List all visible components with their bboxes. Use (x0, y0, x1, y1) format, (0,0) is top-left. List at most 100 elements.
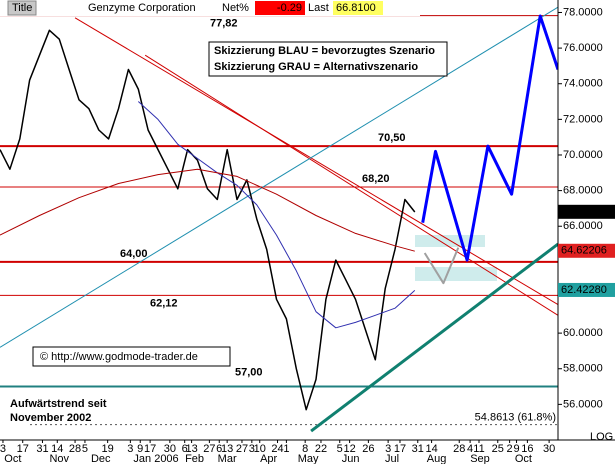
month-label: Oct (515, 453, 532, 464)
x-tick-label: 3 (127, 443, 133, 455)
x-tick-label: 30 (543, 443, 555, 455)
price-tag-label: 62.42280 (561, 284, 607, 296)
month-label: Aug (427, 453, 447, 464)
level-label: 62,12 (150, 297, 178, 309)
month-label: Dec (91, 453, 111, 464)
month-label: Feb (185, 453, 204, 464)
x-tick-label: 17 (17, 443, 29, 455)
price-tag (558, 243, 615, 258)
x-tick-label: 5 (82, 443, 88, 455)
level-label: 68,20 (362, 173, 390, 185)
month-label: Jan 2006 (133, 453, 178, 464)
y-tick-label: 78.0000 (563, 6, 603, 18)
x-tick-label: 14 (51, 443, 63, 455)
y-tick-label: 74.0000 (563, 78, 603, 90)
net-box (255, 1, 305, 15)
y-tick-label: 68.0000 (563, 185, 603, 197)
x-tick-label: 26 (362, 443, 374, 455)
level-label: 77,82 (210, 18, 238, 30)
x-tick-label: 31 (412, 443, 424, 455)
x-tick-label: 17 (394, 443, 406, 455)
note-box (208, 41, 448, 77)
x-tick-label: 27 (236, 443, 248, 455)
x-tick-label: 22 (315, 443, 327, 455)
month-label: Mar (218, 453, 237, 464)
month-label: Sep (470, 453, 490, 464)
x-tick-label: 14 (425, 443, 437, 455)
x-tick-label: 8 (302, 443, 308, 455)
header-bar (0, 0, 420, 16)
x-tick-label: 30 (164, 443, 176, 455)
month-label: Apr (260, 453, 277, 464)
note: Skizzierung GRAU = Alternativszenario (214, 61, 418, 73)
trend-note: November 2002 (10, 412, 91, 424)
y-tick-label: 60.0000 (563, 327, 603, 339)
plot-area (0, 6, 558, 433)
price-tag (558, 204, 615, 219)
y-tick-label: 76.0000 (563, 42, 603, 54)
y-tick-label: 58.0000 (563, 363, 603, 375)
chart-title: Genzyme Corporation (88, 2, 196, 14)
note: Skizzierung BLAU = bevorzugtes Szenario (214, 45, 435, 57)
retracement-label: 54.8613 (61.8%) (475, 412, 556, 424)
title-button-label: Title (12, 2, 32, 14)
month-label: Jul (385, 453, 399, 464)
net-label: Net% (222, 2, 249, 14)
x-tick-label: 9 (137, 443, 143, 455)
x-tick-label: 6 (182, 443, 188, 455)
x-tick-label: 6 (216, 443, 222, 455)
x-tick-label: 3 (385, 443, 391, 455)
x-tick-label: 11 (473, 443, 484, 455)
price-tag-label: 64.62206 (561, 245, 607, 257)
x-tick-label: 28 (69, 443, 81, 455)
x-tick-label: 12 (343, 443, 355, 455)
level-label: 70,50 (378, 132, 406, 144)
scale-label: LOG (590, 431, 613, 443)
last-box (333, 1, 383, 15)
x-tick-label: 24 (271, 443, 283, 455)
x-tick-label: 27 (203, 443, 215, 455)
net-value: -0.29 (277, 2, 302, 14)
x-tick-label: 10 (254, 443, 266, 455)
series-line (421, 14, 558, 262)
price-tag-label: 66.8100 (561, 206, 601, 218)
x-tick-label: 13 (221, 443, 233, 455)
trendline (0, 6, 558, 348)
trendline (310, 242, 558, 433)
month-label: Oct (4, 453, 21, 464)
title-button[interactable] (7, 0, 37, 16)
x-tick-label: 4 (467, 443, 473, 455)
series-line (137, 101, 416, 329)
x-tick-label: 1 (283, 443, 289, 455)
series-line (0, 168, 415, 252)
y-tick-label: 72.0000 (563, 113, 603, 125)
trendline (74, 17, 558, 306)
copyright-box (32, 346, 231, 367)
x-tick-label: 9 (513, 443, 519, 455)
x-tick-label: 28 (453, 443, 465, 455)
last-value: 66.8100 (336, 2, 376, 14)
month-label: Nov (49, 453, 69, 464)
last-label: Last (308, 2, 329, 14)
y-tick-label: 70.0000 (563, 149, 603, 161)
x-tick-label: 3 (0, 443, 6, 455)
month-label: Jun (342, 453, 360, 464)
x-tick-label: 5 (337, 443, 343, 455)
x-tick-label: 3 (249, 443, 255, 455)
x-tick-label: 25 (492, 443, 504, 455)
header: Title Genzyme Corporation Net% -0.29 Las… (0, 0, 420, 16)
month-label: May (298, 453, 319, 464)
price-tag (558, 282, 615, 297)
series-line (423, 247, 460, 285)
series-line (0, 29, 416, 411)
level-label: 57,00 (235, 366, 263, 378)
x-tick-label: 16 (521, 443, 533, 455)
y-tick-label: 66.0000 (563, 220, 603, 232)
annotations: Skizzierung BLAU = bevorzugtes Szenario … (10, 41, 613, 443)
x-tick-label: 19 (102, 443, 114, 455)
x-tick-label: 17 (144, 443, 156, 455)
trend-note: Aufwärtstrend seit (10, 398, 107, 410)
level-label: 64,00 (120, 248, 148, 260)
